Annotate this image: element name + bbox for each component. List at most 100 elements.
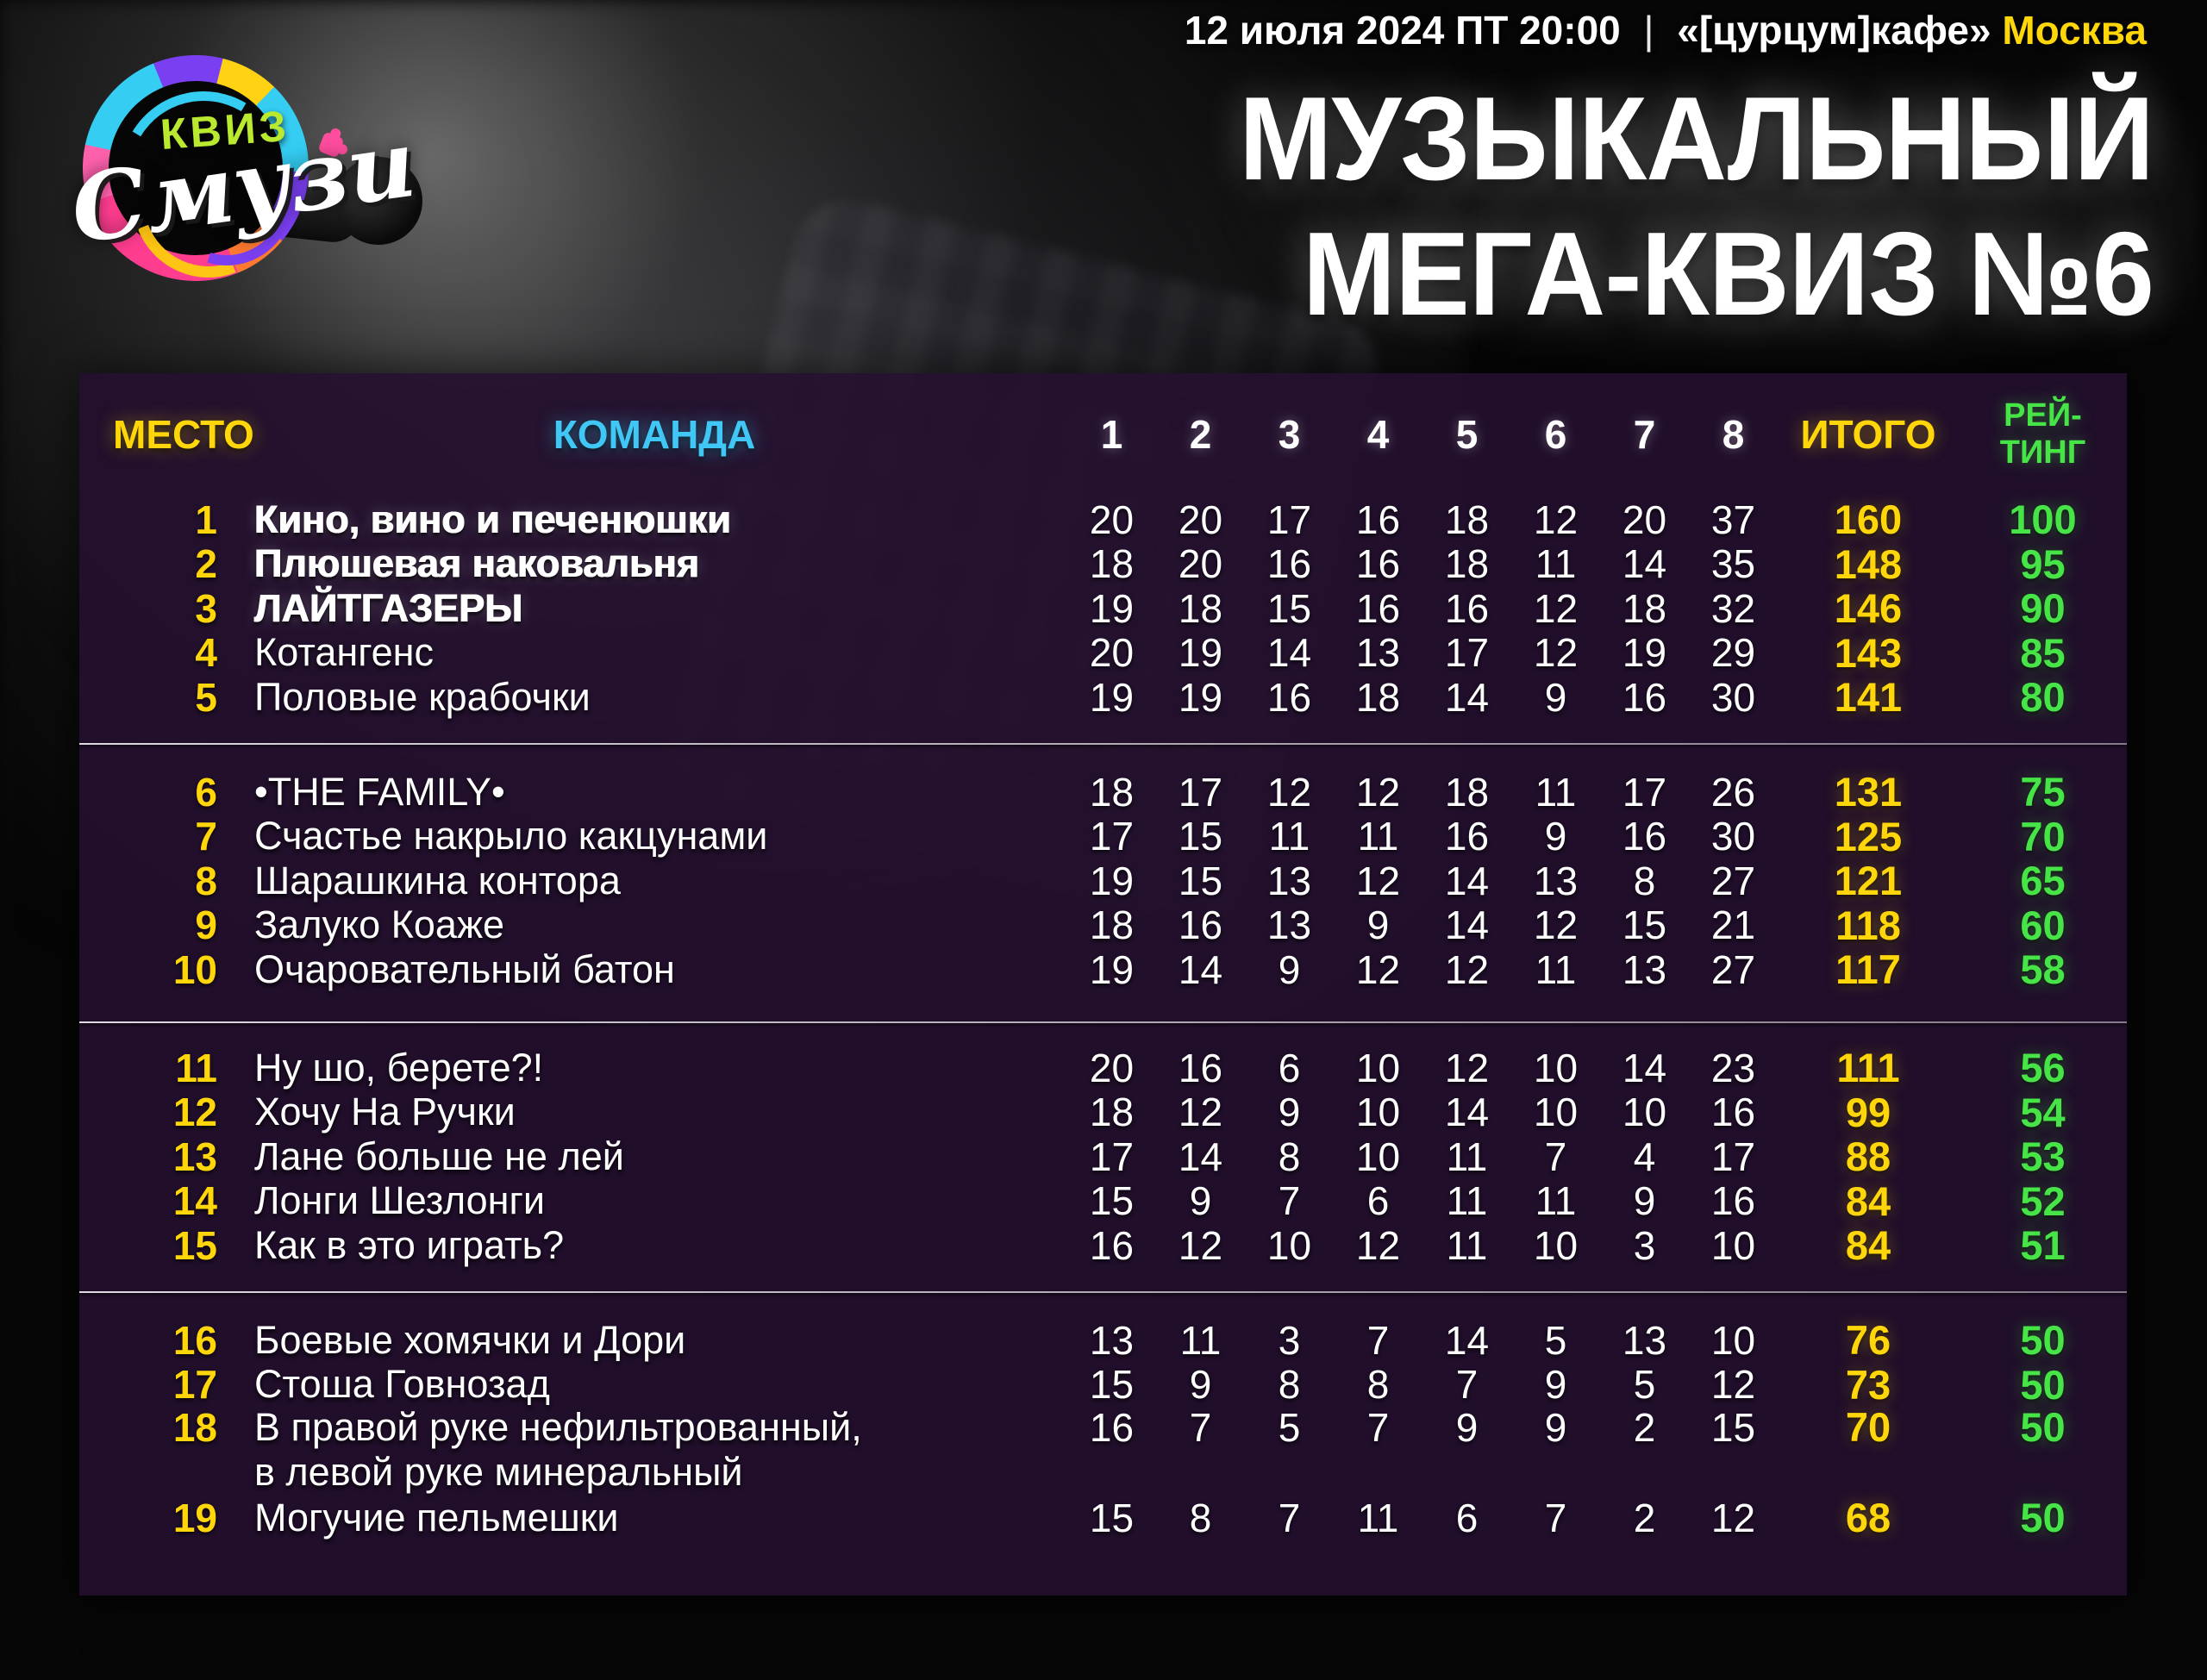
round-score-cell: 20 <box>1089 1045 1135 1090</box>
round-score-cell: 18 <box>1089 769 1135 815</box>
round-score-cell: 16 <box>1089 1404 1135 1450</box>
place-cell: 14 <box>172 1178 217 1223</box>
round-score-cell: 16 <box>1622 674 1667 720</box>
round-score-cell: 10 <box>1533 1222 1579 1268</box>
round-score-cell: 20 <box>1178 541 1223 586</box>
round-score-cell: 12 <box>1266 769 1312 815</box>
col-header-rating-l1: РЕЙ- <box>2004 397 2082 434</box>
round-score-cell: 3 <box>1278 1317 1301 1363</box>
round-score-cell: 12 <box>1355 946 1401 992</box>
round-score-cell: 16 <box>1710 1178 1756 1223</box>
rating-cell: 58 <box>2020 946 2066 992</box>
team-name-line1: Залуко Коаже <box>254 902 505 947</box>
round-score-cell: 10 <box>1622 1090 1667 1134</box>
round-score-cell: 16 <box>1355 585 1401 631</box>
round-score-cell: 11 <box>1179 1317 1222 1363</box>
round-score-cell: 10 <box>1355 1134 1401 1179</box>
rating-cell: 52 <box>2020 1177 2066 1224</box>
round-score-cell: 8 <box>1189 1495 1212 1540</box>
round-score-cell: 20 <box>1178 497 1223 542</box>
round-score-cell: 16 <box>1444 585 1490 631</box>
round-score-cell: 12 <box>1444 946 1490 992</box>
team-name-cell: Лонги Шезлонги <box>241 1177 1067 1225</box>
round-score-cell: 9 <box>1544 814 1567 859</box>
total-cell: 146 <box>1834 585 1903 631</box>
total-cell: 68 <box>1845 1495 1891 1540</box>
round-score-cell: 14 <box>1444 674 1490 720</box>
round-score-cell: 27 <box>1710 946 1756 992</box>
round-score-cell: 12 <box>1178 1222 1223 1268</box>
round-score-cell: 15 <box>1178 814 1223 859</box>
rating-cell: 70 <box>2020 813 2066 859</box>
round-score-cell: 9 <box>1633 1178 1656 1223</box>
table-row: 7 Счастье накрыло какцунами 17 15 11 11 16 9 16 3… <box>79 813 2127 860</box>
team-name-cell: Счастье накрыло какцунами <box>241 813 1067 860</box>
round-score-cell: 8 <box>1366 1362 1390 1407</box>
round-score-cell: 16 <box>1089 1222 1135 1268</box>
round-score-cell: 17 <box>1266 497 1312 542</box>
round-score-cell: 19 <box>1089 674 1135 720</box>
table-row: 17 Стоша Говнозад 15 9 8 8 7 9 5 12 73 50 <box>79 1361 2127 1408</box>
team-name-line1: Как в это играть? <box>254 1222 565 1267</box>
round-score-cell: 12 <box>1533 585 1579 631</box>
round-score-cell: 6 <box>1455 1495 1479 1540</box>
round-score-cell: 10 <box>1533 1090 1579 1134</box>
round-score-cell: 23 <box>1710 1045 1756 1090</box>
round-score-cell: 15 <box>1710 1404 1756 1450</box>
round-score-cell: 7 <box>1278 1178 1301 1223</box>
round-score-cell: 2 <box>1633 1495 1656 1540</box>
rating-cell: 50 <box>2020 1361 2066 1408</box>
total-cell: 84 <box>1845 1222 1891 1268</box>
team-name-cell: Кино, вино и печенюшки <box>241 496 1067 543</box>
team-name-line1: Кино, вино и печенюшки <box>254 497 732 541</box>
team-name-cell: Залуко Коаже <box>241 902 1067 949</box>
round-score-cell: 13 <box>1266 902 1312 947</box>
total-cell: 141 <box>1834 674 1903 720</box>
place-cell: 17 <box>172 1362 217 1407</box>
round-score-cell: 37 <box>1710 497 1756 542</box>
team-name-cell: Очаровательный батон <box>241 946 1067 993</box>
place-cell: 10 <box>172 946 217 992</box>
round-score-cell: 13 <box>1622 1317 1667 1363</box>
round-score-cell: 15 <box>1089 1178 1135 1223</box>
team-name-line1: Лане больше не лей <box>254 1134 624 1178</box>
round-score-cell: 9 <box>1189 1178 1212 1223</box>
kviz-smuzi-logo: КВИЗ Смузи <box>57 37 422 303</box>
rating-cell: 85 <box>2020 629 2066 676</box>
team-name-line1: Ну шо, берете?! <box>254 1045 544 1090</box>
team-name-cell: Плюшевая наковальня <box>241 540 1067 588</box>
place-cell: 12 <box>172 1090 217 1134</box>
rating-cell: 50 <box>2020 1317 2066 1363</box>
round-score-cell: 12 <box>1444 1045 1490 1090</box>
table-row: 19 Могучие пельмешки 15 8 7 11 6 7 2 12 68 50 <box>79 1494 2127 1541</box>
round-score-cell: 9 <box>1544 1404 1567 1450</box>
round-score-cell: 5 <box>1544 1317 1567 1363</box>
table-row: 13 Лане больше не лей 17 14 8 10 11 7 4 17 88 53 <box>79 1133 2127 1179</box>
round-score-cell: 11 <box>1535 769 1577 815</box>
table-group-2: 6 •THE FAMILY• 18 17 12 12 18 11 17 26 131 75 7 Счаст… <box>79 768 2127 993</box>
round-score-cell: 16 <box>1622 814 1667 859</box>
round-score-cell: 27 <box>1710 858 1756 903</box>
round-score-cell: 14 <box>1444 858 1490 903</box>
rating-cell: 100 <box>2009 497 2077 542</box>
place-cell: 6 <box>195 769 217 815</box>
round-score-cell: 20 <box>1622 497 1667 542</box>
round-score-cell: 9 <box>1455 1404 1479 1450</box>
table-group-4: 16 Боевые хомячки и Дори 13 11 3 7 14 5 13 10 76 50… <box>79 1316 2127 1541</box>
col-header-total: ИТОГО <box>1800 412 1936 457</box>
table-row: 3 ЛАЙТГАЗЕРЫ 19 18 15 16 16 12 18 32 146 90 <box>79 584 2127 632</box>
round-score-cell: 7 <box>1544 1495 1567 1540</box>
page-title-line2: МЕГА-КВИЗ №6 <box>1302 206 2154 340</box>
round-score-cell: 10 <box>1266 1222 1312 1268</box>
round-score-cell: 16 <box>1444 814 1490 859</box>
team-name-cell: Могучие пельмешки <box>241 1494 1067 1541</box>
round-score-cell: 30 <box>1710 814 1756 859</box>
col-header-round-4: 4 <box>1366 412 1390 457</box>
team-name-line1: Счастье накрыло какцунами <box>254 814 768 859</box>
rating-cell: 90 <box>2020 585 2066 631</box>
round-score-cell: 11 <box>1357 814 1399 859</box>
team-name-line1: Шарашкина контора <box>254 858 621 902</box>
round-score-cell: 10 <box>1355 1090 1401 1134</box>
team-name-cell: ЛАЙТГАЗЕРЫ <box>241 584 1067 632</box>
round-score-cell: 12 <box>1533 630 1579 675</box>
